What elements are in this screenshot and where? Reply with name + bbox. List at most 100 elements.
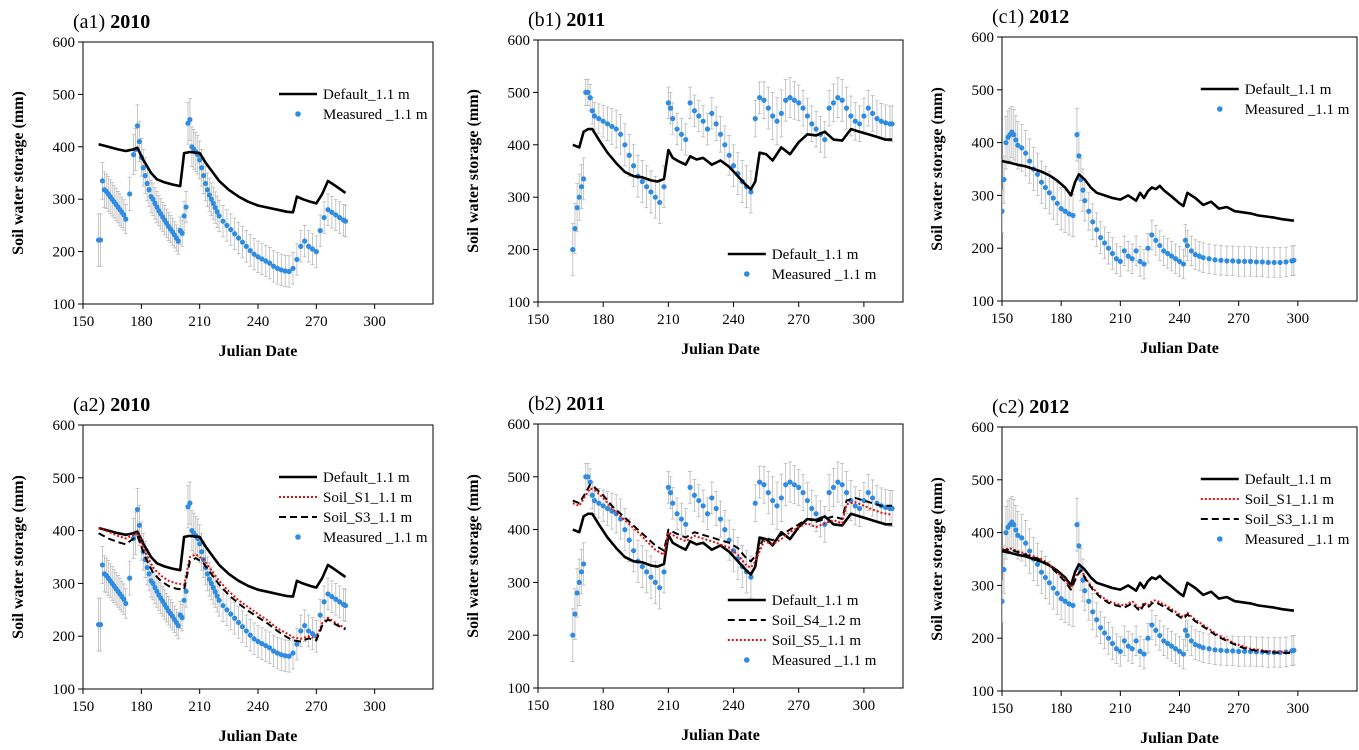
data-point-measured bbox=[337, 214, 343, 221]
x-tick-label: 180 bbox=[592, 698, 615, 714]
data-point-measured bbox=[333, 596, 339, 602]
data-point-measured bbox=[294, 256, 300, 263]
x-tick-label: 300 bbox=[363, 314, 386, 330]
x-tick-label: 270 bbox=[787, 698, 810, 714]
data-point-measured bbox=[181, 597, 187, 603]
data-point-measured bbox=[187, 500, 193, 506]
data-point-measured bbox=[255, 638, 261, 645]
data-point-measured bbox=[787, 479, 793, 485]
data-point-measured bbox=[1113, 256, 1119, 262]
data-point-measured bbox=[1125, 253, 1131, 259]
x-tick-label: 180 bbox=[592, 312, 615, 328]
data-point-measured bbox=[212, 204, 218, 211]
data-point-measured bbox=[342, 602, 349, 609]
data-point-measured bbox=[1291, 647, 1297, 653]
panel-year: 2012 bbox=[1029, 396, 1069, 418]
data-point-measured bbox=[247, 632, 253, 638]
panel-title: (b2) 2011 bbox=[528, 393, 605, 415]
data-point-measured bbox=[1117, 258, 1123, 264]
legend-entry: Measured _1.1 m bbox=[1245, 102, 1350, 118]
data-point-measured bbox=[183, 204, 189, 210]
data-point-measured bbox=[210, 585, 216, 591]
y-tick-label: 200 bbox=[53, 629, 76, 645]
data-point-measured bbox=[208, 580, 214, 586]
data-point-measured bbox=[713, 505, 719, 512]
data-point-measured bbox=[278, 267, 284, 273]
y-tick-label: 300 bbox=[508, 575, 531, 591]
x-tick-label: 300 bbox=[1287, 701, 1310, 717]
data-point-measured bbox=[800, 490, 806, 496]
data-point-measured bbox=[1145, 245, 1151, 251]
data-point-measured bbox=[228, 226, 234, 233]
data-point-measured bbox=[687, 100, 693, 106]
x-tick-label: 270 bbox=[305, 699, 328, 715]
data-point-measured bbox=[127, 575, 133, 581]
data-point-measured bbox=[197, 541, 203, 547]
x-tick-label: 240 bbox=[722, 698, 745, 714]
data-point-measured bbox=[1271, 259, 1277, 266]
data-point-measured bbox=[1137, 648, 1143, 654]
data-point-measured bbox=[175, 623, 181, 629]
data-point-measured bbox=[1165, 640, 1171, 647]
legend-marker bbox=[295, 534, 301, 540]
data-point-measured bbox=[1054, 590, 1060, 596]
x-tick-label: 300 bbox=[1287, 311, 1310, 327]
data-point-measured bbox=[617, 131, 624, 137]
x-tick-label: 150 bbox=[991, 311, 1014, 327]
data-point-measured bbox=[267, 645, 273, 651]
data-point-measured bbox=[255, 254, 261, 260]
y-tick-label: 300 bbox=[53, 576, 76, 592]
y-tick-label: 300 bbox=[972, 578, 995, 594]
data-point-measured bbox=[878, 118, 884, 124]
data-point-measured bbox=[1094, 227, 1100, 233]
plot-area bbox=[95, 481, 349, 673]
y-axis-title: Soil water storage (mm) bbox=[929, 87, 946, 251]
data-point-measured bbox=[121, 596, 127, 602]
x-axis-title: Julian Date bbox=[681, 727, 760, 744]
data-point-measured bbox=[1023, 150, 1029, 156]
data-point-measured bbox=[1080, 187, 1086, 193]
data-point-measured bbox=[670, 116, 676, 122]
data-point-measured bbox=[97, 237, 104, 243]
data-point-measured bbox=[804, 113, 811, 119]
data-point-measured bbox=[1090, 219, 1096, 225]
data-point-measured bbox=[613, 126, 619, 132]
data-point-measured bbox=[1023, 540, 1029, 546]
data-point-measured bbox=[704, 126, 711, 132]
data-point-measured bbox=[617, 516, 624, 522]
panel-label: (c2) bbox=[992, 396, 1029, 418]
data-point-measured bbox=[861, 113, 867, 119]
data-point-measured bbox=[1019, 145, 1025, 151]
legend-entry: Default_1.1 m bbox=[1245, 472, 1332, 488]
data-point-measured bbox=[1098, 625, 1104, 631]
y-tick-label: 200 bbox=[508, 628, 531, 644]
y-tick-label: 400 bbox=[53, 140, 76, 156]
data-point-measured bbox=[587, 95, 593, 101]
data-point-measured bbox=[1153, 627, 1159, 633]
data-point-measured bbox=[813, 126, 819, 132]
data-point-measured bbox=[665, 484, 671, 490]
data-point-measured bbox=[309, 246, 316, 252]
data-point-measured bbox=[774, 118, 780, 124]
data-point-measured bbox=[179, 230, 185, 236]
data-point-measured bbox=[726, 152, 732, 158]
series-line-soil-s4-1-2-m bbox=[572, 483, 893, 563]
data-point-measured bbox=[329, 594, 335, 600]
data-point-measured bbox=[670, 500, 676, 506]
data-point-measured bbox=[313, 249, 319, 255]
chart-panel-c2: (c2) 2012 100 200 300 400 500 600 150 180 210 240 2… bbox=[929, 396, 1358, 747]
data-point-measured bbox=[604, 121, 611, 127]
x-tick-label: 210 bbox=[188, 314, 211, 330]
y-tick-label: 300 bbox=[53, 192, 76, 208]
data-point-measured bbox=[856, 505, 863, 512]
data-point-measured bbox=[150, 196, 156, 202]
data-point-measured bbox=[220, 602, 226, 609]
data-point-measured bbox=[581, 176, 587, 182]
data-point-measured bbox=[644, 569, 650, 575]
data-point-measured bbox=[232, 615, 238, 621]
data-point-measured bbox=[298, 628, 304, 634]
data-point-measured bbox=[259, 640, 265, 647]
data-point-measured bbox=[1013, 527, 1019, 533]
data-point-measured bbox=[622, 527, 628, 533]
y-tick-label: 200 bbox=[972, 631, 995, 647]
